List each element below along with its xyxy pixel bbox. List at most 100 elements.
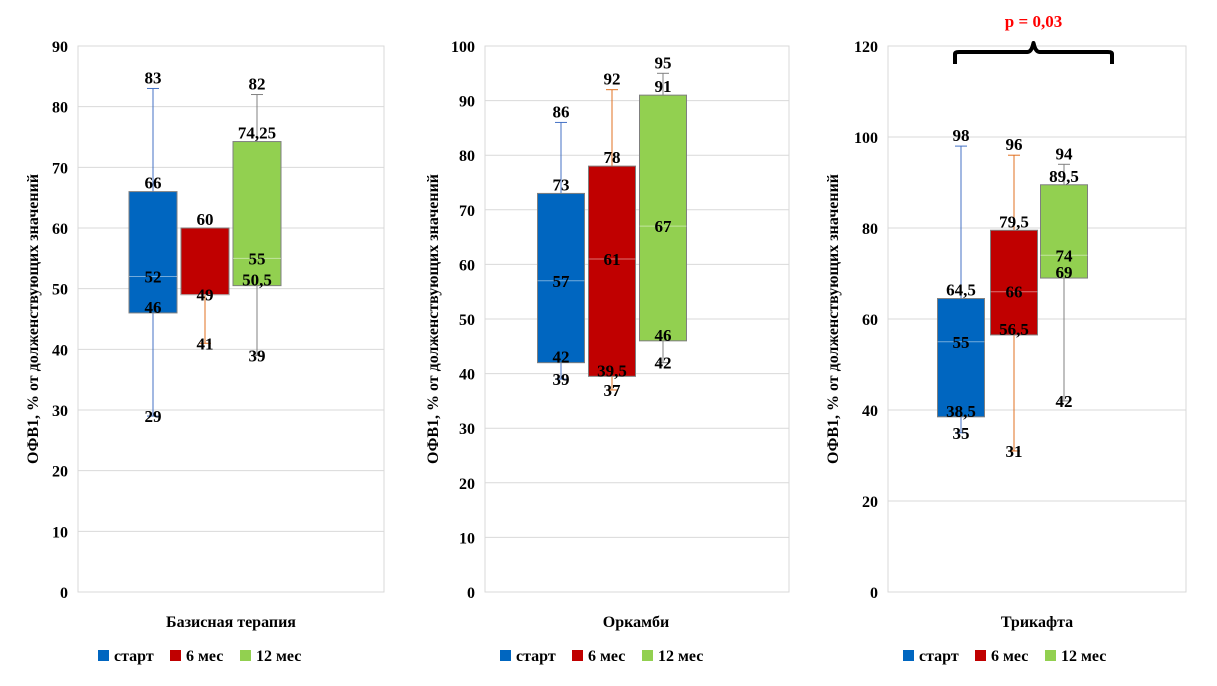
panel1-ytick-label: 10 xyxy=(52,524,68,541)
panel1-12mo-median-label: 55 xyxy=(249,249,266,268)
panel1-ytick-label: 80 xyxy=(52,100,68,117)
panel2-ytick-label: 70 xyxy=(459,203,475,220)
panel3-6mo-q1-label: 56,5 xyxy=(999,320,1029,339)
panel1-ylabel: ОФВ1, % от долженствующих значений xyxy=(25,174,42,464)
panel2-legend-swatch-6mo xyxy=(572,650,583,661)
panel2-ytick-label: 80 xyxy=(459,148,475,165)
panel1-legend-swatch-6mo xyxy=(170,650,181,661)
panel2-start-q1-label: 42 xyxy=(553,348,570,367)
panel2-category-title: Оркамби xyxy=(603,614,669,631)
panel3-6mo-median-label: 66 xyxy=(1006,283,1023,302)
panel2-ytick-label: 100 xyxy=(451,39,475,56)
panel3-ytick-label: 60 xyxy=(862,312,878,329)
panel1-start-q1-label: 46 xyxy=(145,298,162,317)
panel2-ytick-label: 90 xyxy=(459,94,475,111)
panel2-legend-swatch-start xyxy=(500,650,511,661)
panel2-legend-swatch-12mo xyxy=(642,650,653,661)
panel1-6mo-median-label: 49 xyxy=(197,286,214,305)
panel2-12mo-min-label: 42 xyxy=(655,354,672,373)
panel3-ytick-label: 40 xyxy=(862,403,878,420)
panel2-12mo-max-label: 95 xyxy=(655,53,672,72)
panel1-ytick-label: 20 xyxy=(52,464,68,481)
panel1-12mo-q1-label: 50,5 xyxy=(242,271,272,290)
panel3-6mo-q3-label: 79,5 xyxy=(999,212,1029,231)
panel2-legend-label-6mo: 6 мес xyxy=(588,648,625,665)
panel3-legend-label-6mo: 6 мес xyxy=(991,648,1028,665)
panel1-6mo-min-label: 41 xyxy=(197,334,214,353)
panel1-legend-swatch-start xyxy=(98,650,109,661)
panel2-12mo-median-label: 67 xyxy=(655,217,673,236)
panel3-12mo-min-label: 42 xyxy=(1056,392,1073,411)
panel1-6mo-box xyxy=(180,227,230,296)
panel2-6mo-q3-label: 78 xyxy=(604,148,621,167)
panel2-ytick-label: 30 xyxy=(459,421,475,438)
panel3-6mo-max-label: 96 xyxy=(1006,135,1023,154)
panel1-ytick-label: 0 xyxy=(60,585,68,602)
panel1-start-median-label: 52 xyxy=(145,268,162,287)
panel2-6mo-max-label: 92 xyxy=(604,70,621,89)
panel3-ytick-label: 0 xyxy=(870,585,878,602)
panel3-significance-bracket xyxy=(953,41,1114,64)
panel3-12mo-q1-label: 69 xyxy=(1056,263,1073,282)
panel1-6mo-q3-label: 60 xyxy=(197,210,214,229)
panel1-start-max-label: 83 xyxy=(145,68,162,87)
panel3-ylabel: ОФВ1, % от долженствующих значений xyxy=(825,174,842,464)
panel3-ytick-label: 80 xyxy=(862,221,878,238)
panel2-legend-label-12mo: 12 мес xyxy=(658,648,703,665)
panel3-start-q3-label: 64,5 xyxy=(946,281,976,300)
panel2-12mo-q3-label: 91 xyxy=(655,77,672,96)
panel2-legend-label-start: старт xyxy=(516,648,556,665)
panel3-ytick-label: 120 xyxy=(854,39,878,56)
panel1-legend-label-6mo: 6 мес xyxy=(186,648,223,665)
panel3-start-max-label: 98 xyxy=(953,126,970,145)
panel3-ytick-label: 100 xyxy=(854,130,878,147)
panel2-12mo-box xyxy=(639,94,687,342)
panel1-ytick-label: 30 xyxy=(52,403,68,420)
panel2-ytick-label: 40 xyxy=(459,367,475,384)
panel2-ylabel: ОФВ1, % от долженствующих значений xyxy=(425,174,442,464)
panel1-start-q3-label: 66 xyxy=(145,174,162,193)
panel3-start-box xyxy=(937,298,985,418)
panel2-start-box xyxy=(537,192,585,364)
panel3-legend-swatch-start xyxy=(903,650,914,661)
panel3-start-min-label: 35 xyxy=(953,424,970,443)
panel2-6mo-box xyxy=(588,165,636,377)
panel1-category-title: Базисная терапия xyxy=(166,614,296,631)
panel1-ytick-label: 50 xyxy=(52,282,68,299)
panel1-ytick-label: 70 xyxy=(52,160,68,177)
panel1-12mo-max-label: 82 xyxy=(249,75,266,94)
panel3-start-q1-label: 38,5 xyxy=(946,402,976,421)
panel3-legend-label-12mo: 12 мес xyxy=(1061,648,1106,665)
panel1-12mo-min-label: 39 xyxy=(249,346,266,365)
panel1-ytick-label: 90 xyxy=(52,39,68,56)
panel1-12mo-box xyxy=(232,141,282,287)
panel3-6mo-box xyxy=(990,229,1038,336)
panel2-6mo-median-label: 61 xyxy=(604,250,621,269)
panel2-ytick-label: 0 xyxy=(467,585,475,602)
panel1-plot-frame xyxy=(77,45,385,593)
panel3-start-median-label: 55 xyxy=(953,333,970,352)
panel3-12mo-median-label: 74 xyxy=(1056,246,1074,265)
panel3-12mo-box xyxy=(1040,184,1088,279)
panel2-ytick-label: 60 xyxy=(459,257,475,274)
panel1-legend-swatch-12mo xyxy=(240,650,251,661)
panel3-category-title: Трикафта xyxy=(1001,614,1073,631)
panel2-ytick-label: 20 xyxy=(459,476,475,493)
panel1-legend-label-12mo: 12 мес xyxy=(256,648,301,665)
panel3-12mo-max-label: 94 xyxy=(1056,144,1074,163)
panel2-6mo-q1-label: 39,5 xyxy=(597,361,627,380)
panel1-start-box xyxy=(128,191,178,314)
panel1-start-min-label: 29 xyxy=(145,407,162,426)
panel3-legend-swatch-12mo xyxy=(1045,650,1056,661)
panel2-start-min-label: 39 xyxy=(553,370,570,389)
panel1-legend-label-start: старт xyxy=(114,648,154,665)
panel2-start-q3-label: 73 xyxy=(553,175,570,194)
panel3-p-value-label: p = 0,03 xyxy=(1005,12,1062,31)
panel3-legend-swatch-6mo xyxy=(975,650,986,661)
panel2-6mo-min-label: 37 xyxy=(604,381,622,400)
panel3-12mo-q3-label: 89,5 xyxy=(1049,167,1079,186)
panel1-12mo-q3-label: 74,25 xyxy=(238,124,276,143)
panel2-ytick-label: 50 xyxy=(459,312,475,329)
